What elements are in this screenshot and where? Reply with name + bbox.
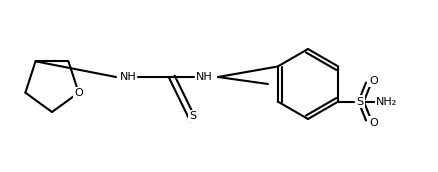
Text: NH: NH: [196, 72, 212, 82]
Text: S: S: [190, 111, 197, 121]
Text: S: S: [357, 96, 364, 106]
Text: O: O: [74, 88, 83, 98]
Text: NH₂: NH₂: [376, 96, 397, 106]
Text: NH: NH: [120, 72, 136, 82]
Text: O: O: [369, 117, 378, 127]
Text: O: O: [369, 76, 378, 85]
